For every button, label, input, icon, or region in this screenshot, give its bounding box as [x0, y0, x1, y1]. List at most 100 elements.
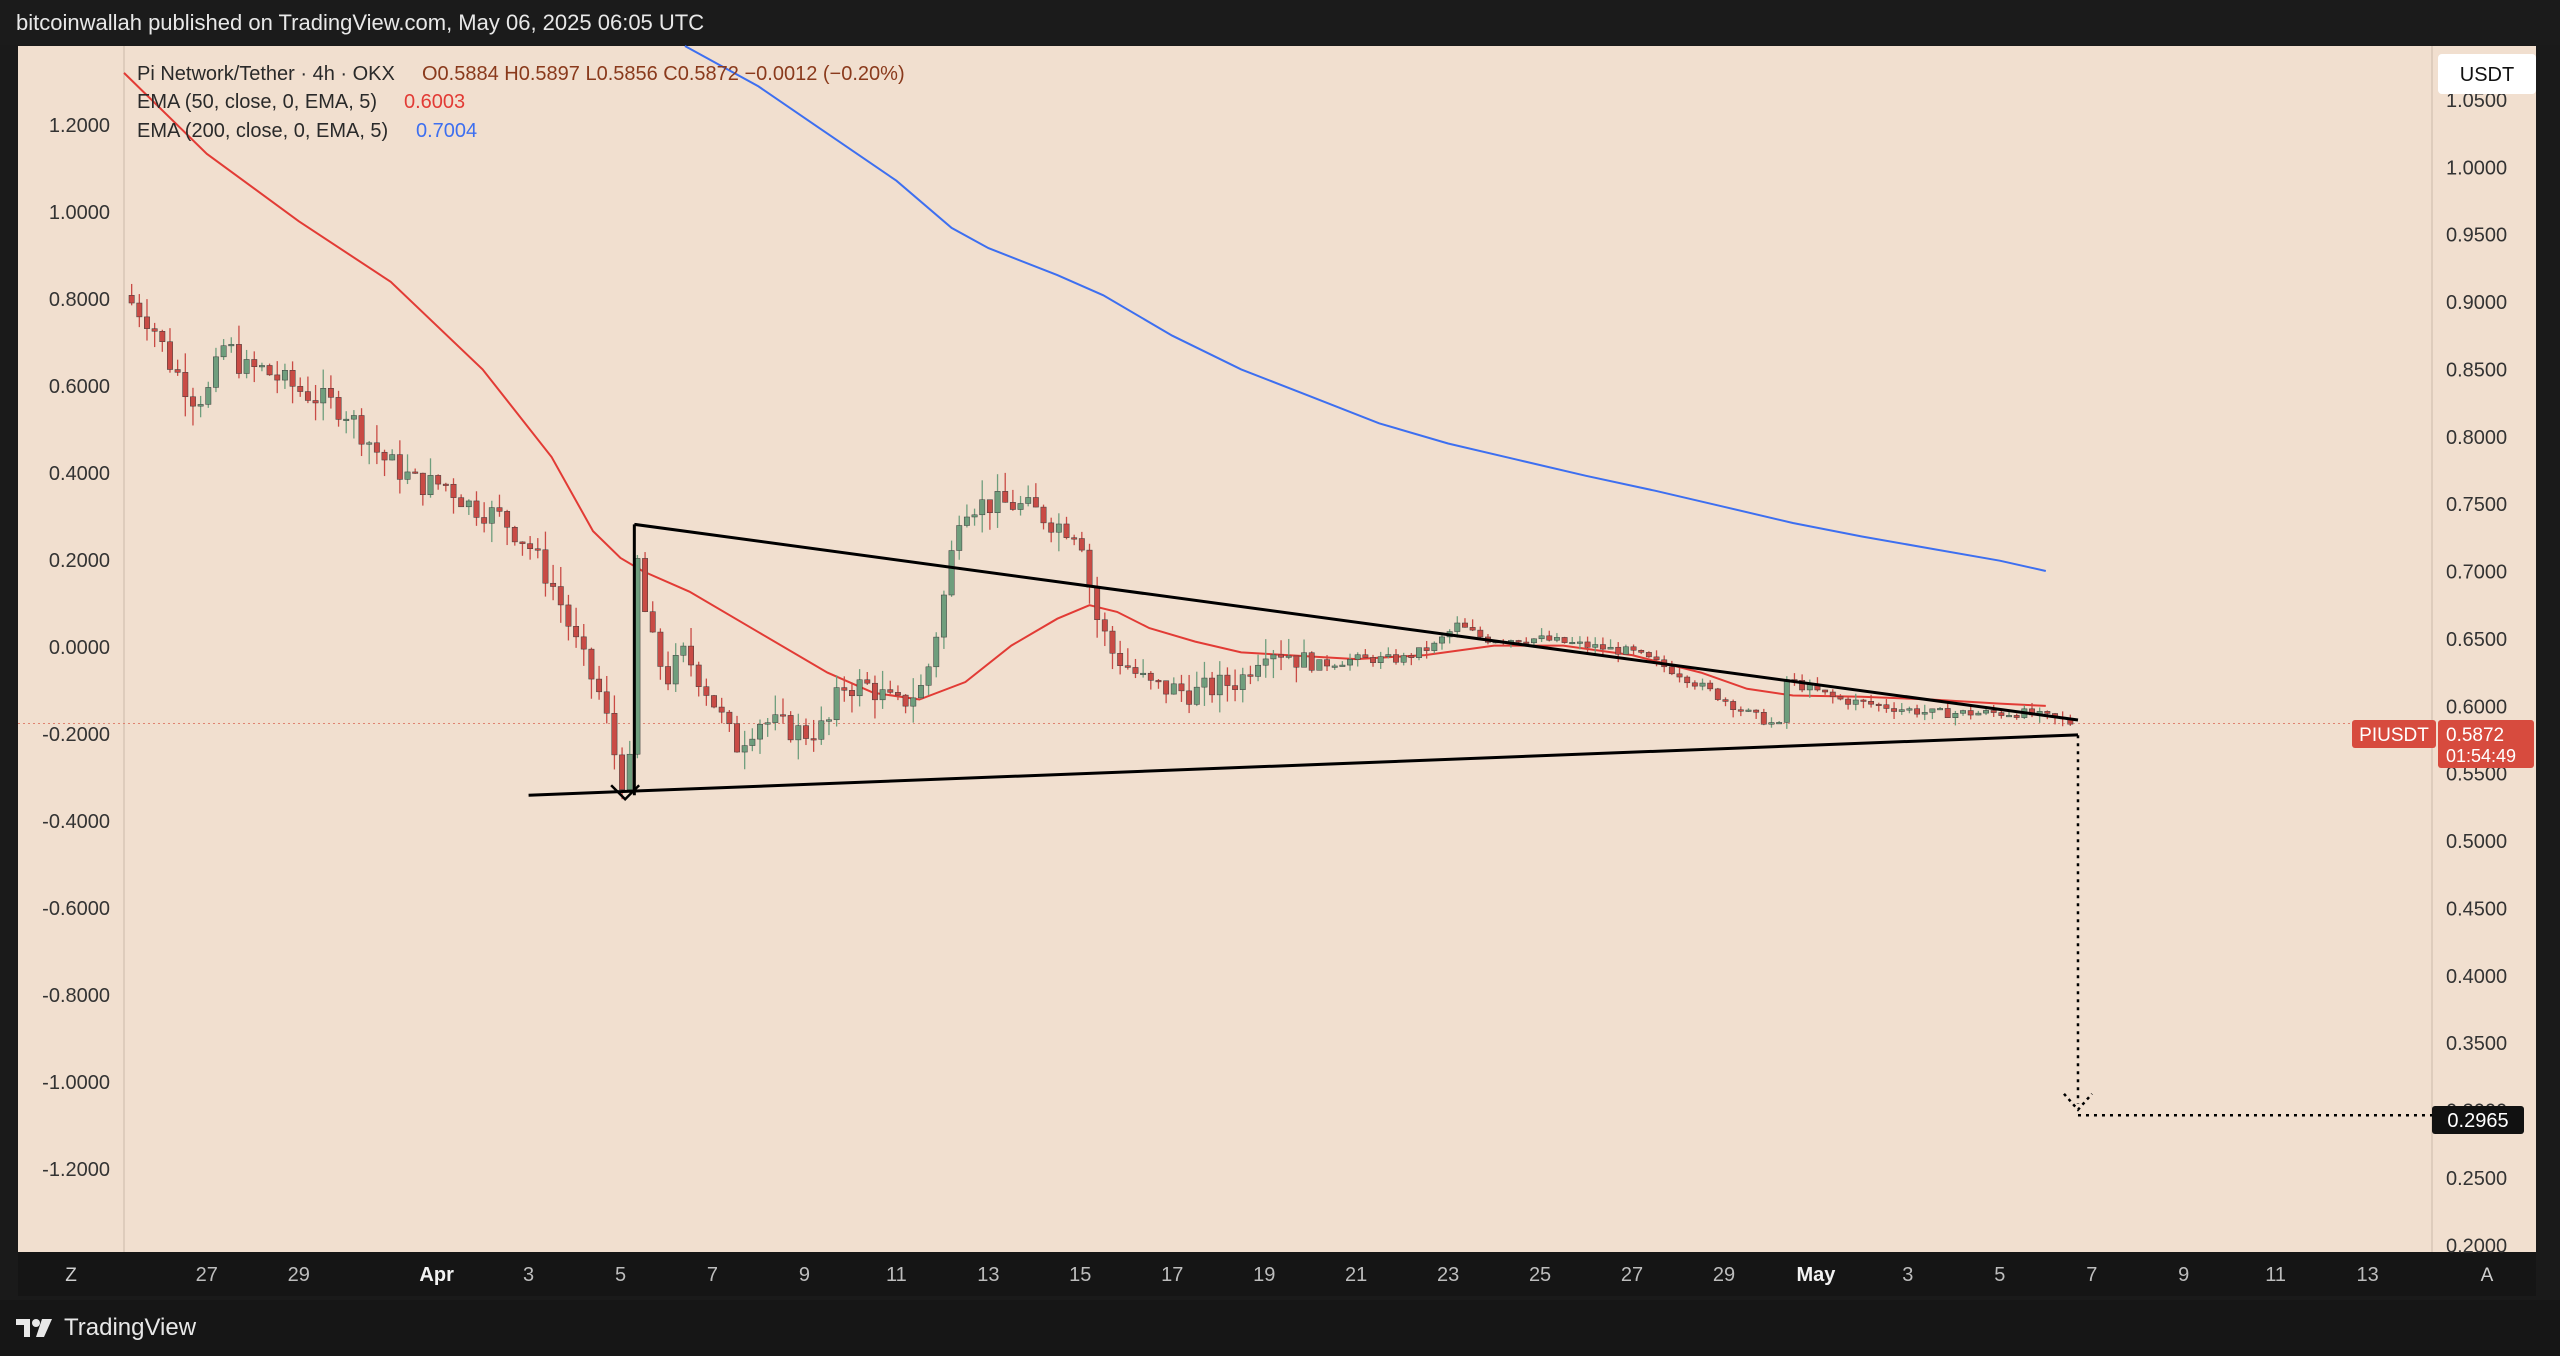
legend-ema50-label: EMA (50, close, 0, EMA, 5) [137, 91, 377, 113]
candle-body [1569, 642, 1576, 645]
x-axis-tick-label: 3 [1902, 1264, 1913, 1286]
left-scale-label: Z [65, 1265, 77, 1286]
candle-body [1722, 699, 1729, 702]
candle-body [1140, 672, 1147, 675]
candle-body [1806, 684, 1813, 691]
candle-body [803, 725, 809, 739]
candle-body [795, 725, 802, 741]
candle-body [1477, 629, 1484, 638]
x-axis-tick-label: 29 [288, 1264, 310, 1286]
candle-body [849, 690, 855, 697]
auto-scale-label: A [2481, 1265, 2494, 1286]
candle-body [1255, 664, 1262, 677]
candle-body [688, 645, 694, 666]
last-price-value: 0.5872 [2446, 725, 2504, 746]
candle-body [1278, 654, 1284, 658]
right-axis-tick-label: 0.5500 [2446, 764, 2507, 786]
candle-body [1638, 650, 1645, 653]
candle-body [527, 543, 534, 550]
candle-body [864, 679, 871, 684]
candle-body [1423, 647, 1430, 651]
candle-body [1546, 635, 1553, 641]
candle-body [1768, 722, 1775, 725]
candle-body [626, 753, 633, 790]
left-axis-tick-label: -1.0000 [42, 1072, 110, 1094]
candle-body [1124, 665, 1131, 668]
x-axis-tick-label: 3 [523, 1264, 534, 1286]
candle-body [1431, 642, 1438, 651]
candle-body [1462, 622, 1468, 628]
candle-body [856, 679, 863, 697]
candle-body [1232, 685, 1239, 690]
legend-symbol: Pi Network/Tether · 4h · OKX [137, 63, 395, 85]
candle-body [1078, 538, 1085, 551]
left-scale-button[interactable]: Z [65, 1265, 77, 1286]
candle-body [343, 418, 350, 421]
candle-body [1691, 682, 1698, 687]
candle-body [680, 645, 687, 656]
price-chart[interactable]: 1.0500 1.0000 0.9500 0.9000 0.8500 0.8000 0.75… [0, 0, 2560, 1300]
candle-body [1531, 638, 1537, 644]
footer-bar: TradingView [0, 1300, 2560, 1356]
candle-body [236, 344, 242, 374]
candle-body [695, 664, 702, 687]
candle-body [810, 738, 817, 741]
candle-body [588, 648, 595, 680]
candle-body [948, 550, 955, 596]
candle-body [167, 341, 173, 370]
candle-body [1676, 673, 1683, 678]
candle-body [442, 483, 449, 486]
candle-body [1875, 703, 1882, 706]
candle-body [251, 359, 258, 367]
candle-body [381, 451, 388, 461]
candle-body [1822, 689, 1829, 693]
candle-body [1883, 704, 1890, 709]
auto-scale-button[interactable]: A [2481, 1265, 2494, 1286]
upper-trendline [634, 522, 2079, 722]
candle-body [718, 706, 725, 713]
footer-brand[interactable]: TradingView [64, 1314, 197, 1341]
candle-body [1760, 712, 1767, 725]
candle-body [672, 655, 679, 685]
candle-body [427, 475, 434, 496]
candle-body [136, 302, 143, 318]
candle-body [159, 331, 166, 342]
candle-body [335, 397, 342, 420]
last-price-tag: PIUSDT 0.5872 01:54:49 [2352, 720, 2534, 768]
candle-body [619, 754, 626, 790]
candle-body [1906, 708, 1913, 711]
candle-body [1845, 698, 1852, 705]
candle-body [1937, 708, 1943, 711]
legend-ema200-value: 0.7004 [416, 120, 477, 142]
right-axis-tick-label: 0.7000 [2446, 562, 2507, 584]
target-price-tag: 0.2965 [2432, 1106, 2524, 1134]
candle-body [1868, 701, 1875, 705]
candle-body [1239, 674, 1246, 690]
candle-body [787, 715, 794, 741]
candle-body [174, 369, 181, 373]
candle-body [1776, 722, 1783, 725]
candle-body [1370, 657, 1376, 663]
candle-body [887, 689, 894, 693]
candle-body [780, 714, 786, 717]
candle-body [190, 396, 196, 407]
candle-body [1898, 709, 1905, 712]
candle-body [603, 691, 610, 714]
candle-body [435, 475, 442, 485]
candle-body [917, 685, 924, 699]
candle-body [1101, 619, 1108, 632]
ema200-line [684, 45, 2047, 572]
legend-ohlc: O0.5884 H0.5897 L0.5856 C0.5872 −0.0012 … [422, 63, 905, 85]
candle-body [1645, 652, 1652, 658]
candle-body [749, 738, 756, 746]
candle-body [1186, 690, 1193, 705]
candle-body [764, 722, 771, 725]
candle-body [1308, 652, 1315, 671]
currency-button[interactable]: USDT [2438, 54, 2536, 94]
candle-body [1178, 683, 1185, 692]
candle-body [519, 541, 526, 544]
candle-body [1944, 708, 1951, 718]
x-axis-tick-label: 9 [799, 1264, 810, 1286]
candle-body [1270, 654, 1277, 660]
candle-body [902, 694, 909, 707]
